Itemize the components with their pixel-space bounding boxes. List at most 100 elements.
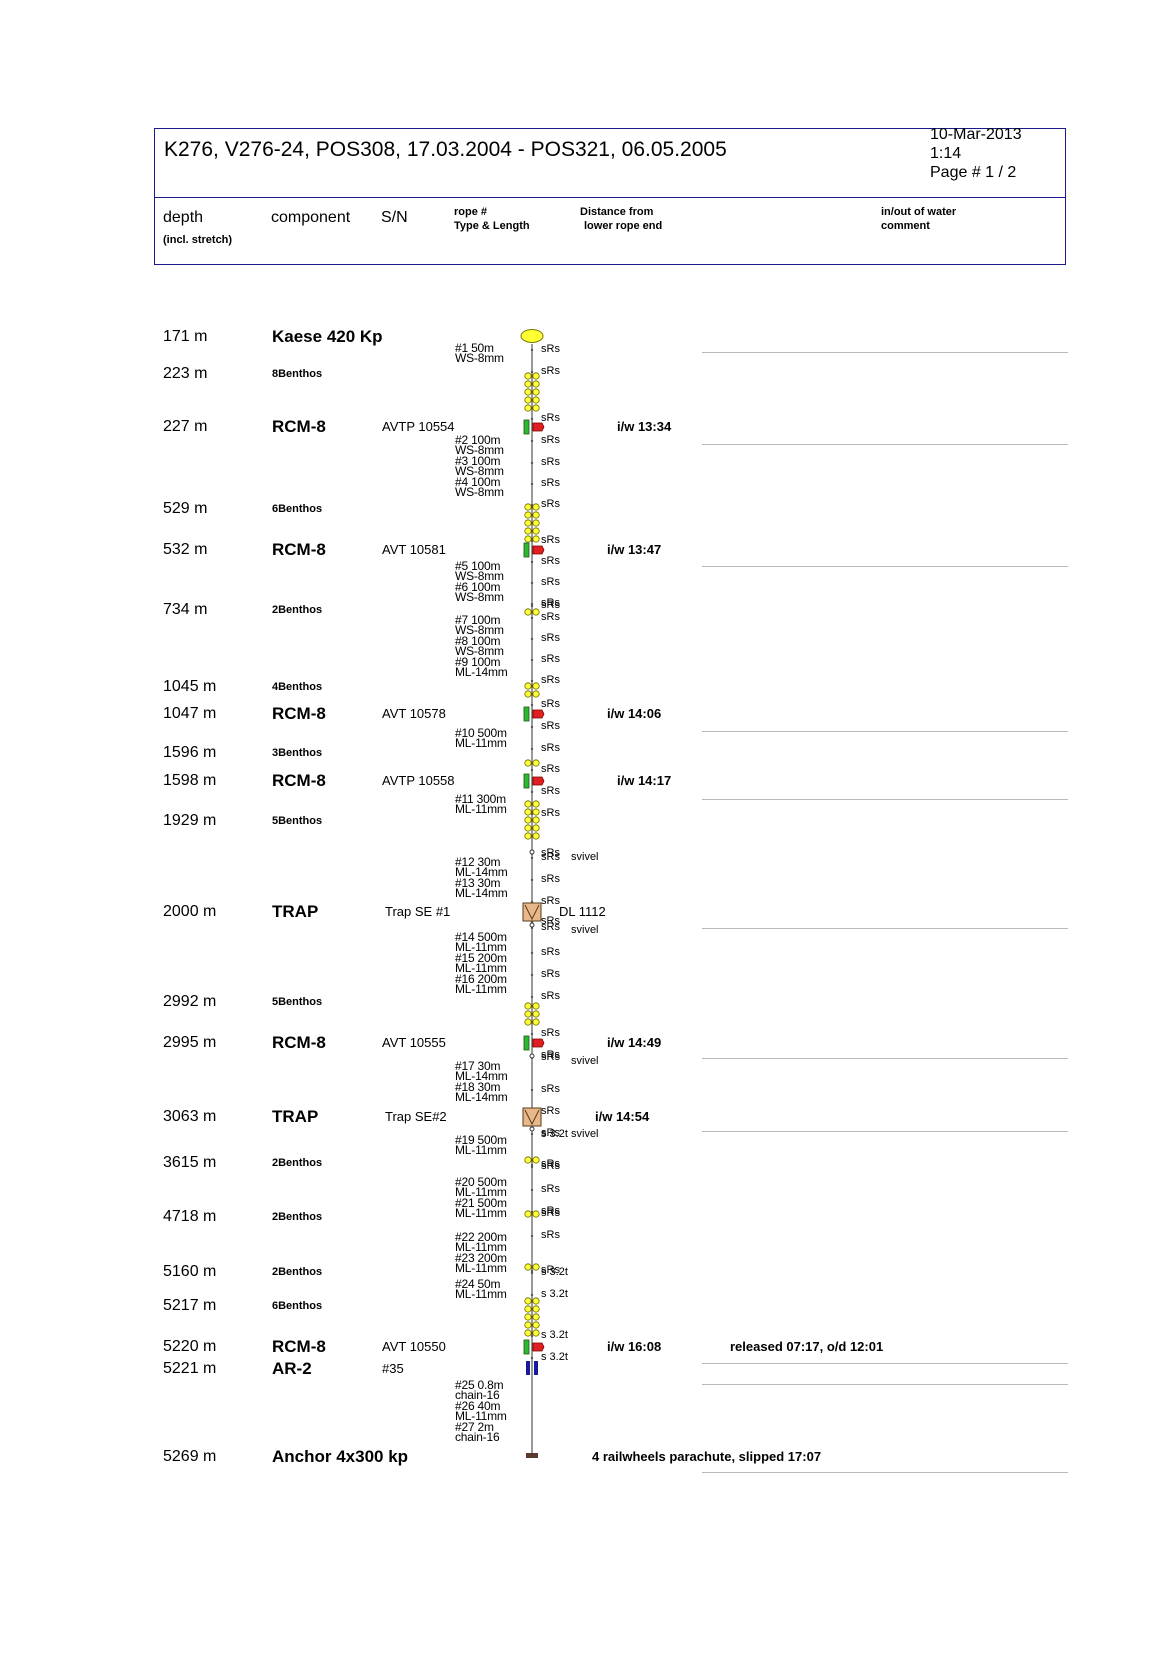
shackle-label: sRs xyxy=(541,1264,560,1276)
shackle-mark xyxy=(530,1334,534,1338)
benthos-float-icon xyxy=(532,1263,540,1271)
serial-number: AVT 10550 xyxy=(382,1339,446,1354)
anchor-icon xyxy=(526,1453,538,1458)
print-date: 10-Mar-2013 xyxy=(930,126,1022,143)
depth-value: 1598 m xyxy=(163,772,217,789)
rope-type: ML-14mm xyxy=(455,886,508,900)
benthos-float-icon xyxy=(532,503,540,511)
rope-number-length: #16 200m xyxy=(455,972,507,986)
shackle-label: s 3.2t xyxy=(541,1329,568,1341)
shackle-mark xyxy=(530,951,534,955)
mooring-title: K276, V276-24, POS308, 17.03.2004 - POS3… xyxy=(164,138,727,161)
benthos-float-icon xyxy=(524,1263,532,1271)
benthos-float-icon xyxy=(524,511,532,519)
depth-value: 1047 m xyxy=(163,705,217,722)
shackle-mark xyxy=(530,1212,534,1216)
depth-value: 3063 m xyxy=(163,1108,217,1125)
shackle-mark xyxy=(530,852,534,856)
col-rope-num: rope # xyxy=(454,206,488,218)
depth-value: 3615 m xyxy=(163,1154,217,1171)
inout-time: i/w 16:08 xyxy=(607,1339,662,1354)
rope-label: #13 30m ML-14mm xyxy=(455,877,508,900)
depth-value: 532 m xyxy=(163,541,208,558)
rope-type: ML-11mm xyxy=(455,1409,507,1423)
rcm-vane-icon xyxy=(532,776,545,786)
shackle-mark xyxy=(530,900,534,904)
shackle-label: sRs xyxy=(541,807,560,819)
rope-label: #25 0.8m chain-16 xyxy=(455,1379,504,1401)
shackle-label: sRs xyxy=(541,597,560,609)
shackle-label: sRs xyxy=(541,847,560,859)
shackle-label: sRs xyxy=(541,1051,560,1063)
depth-value: 1929 m xyxy=(163,812,217,829)
benthos-float-icon xyxy=(524,388,532,396)
rope-label: #3 100m WS-8mm xyxy=(455,455,504,477)
rope-label: #20 500m ML-11mm xyxy=(455,1176,507,1198)
shackle-mark xyxy=(530,703,534,707)
benthos-float-icon xyxy=(524,800,532,808)
shackle-mark xyxy=(530,1163,534,1167)
shackle-label: sRs xyxy=(541,1049,560,1061)
print-info: 10-Mar-2013 1:14 Page # 1 / 2 xyxy=(930,125,1022,182)
depth-value: 734 m xyxy=(163,601,208,618)
component-name: TRAP xyxy=(272,1107,319,1126)
rope-type: ML-11mm xyxy=(455,1143,507,1157)
header-box: K276, V276-24, POS308, 17.03.2004 - POS3… xyxy=(154,125,1066,265)
shackle-mark xyxy=(530,1110,534,1114)
col-depth-note: (incl. stretch) xyxy=(163,234,233,246)
depth-value: 2000 m xyxy=(163,903,217,920)
rope-type: ML-11mm xyxy=(455,1240,507,1254)
rope-type: ML-11mm xyxy=(455,1287,507,1301)
shackle-mark xyxy=(530,658,534,662)
trap-funnel-icon xyxy=(524,1109,540,1126)
shackle-label: sRs xyxy=(541,653,560,665)
rope-number-length: #6 100m xyxy=(455,580,501,594)
benthos-float-icon xyxy=(532,608,540,616)
shackle-mark xyxy=(530,482,534,486)
shackle-label: sRs xyxy=(541,1229,560,1241)
serial-number: Trap SE#2 xyxy=(385,1109,447,1124)
swivel-label: svivel xyxy=(571,1128,599,1140)
rope-label: #22 200m ML-11mm xyxy=(455,1231,507,1254)
benthos-float-icon xyxy=(524,1210,532,1218)
shackle-mark xyxy=(530,616,534,620)
release-icon xyxy=(526,1361,530,1375)
depth-value: 5160 m xyxy=(163,1263,217,1280)
serial-number: AVT 10581 xyxy=(382,542,446,557)
shackle-mark xyxy=(530,1210,534,1214)
rope-label: #24 50m ML-11mm xyxy=(455,1278,507,1301)
row-separator xyxy=(702,928,1068,929)
shackle-label: sRs xyxy=(541,576,560,588)
benthos-float-icon xyxy=(524,1010,532,1018)
shackle-label: sRs xyxy=(541,1207,560,1219)
benthos-float-icon xyxy=(524,380,532,388)
inout-time: i/w 14:17 xyxy=(617,773,672,788)
benthos-float-icon xyxy=(524,1329,532,1337)
shackle-label: sRs xyxy=(541,895,560,907)
depth-value: 1596 m xyxy=(163,744,217,761)
rope-type: ML-11mm xyxy=(455,1206,507,1220)
rope-label: #21 500m ML-11mm xyxy=(455,1197,507,1220)
shackle-mark xyxy=(530,1088,534,1092)
shackle-label: s 3.2t xyxy=(541,1288,568,1300)
shackle-mark xyxy=(530,973,534,977)
shackle-mark xyxy=(530,581,534,585)
row-separator xyxy=(702,566,1068,567)
row-comment: released 07:17, o/d 12:01 xyxy=(730,1339,884,1354)
benthos-float-icon xyxy=(532,519,540,527)
benthos-float-icon xyxy=(524,1018,532,1026)
shackle-label: sRs xyxy=(541,343,560,355)
benthos-float-icon xyxy=(532,832,540,840)
depth-value: 171 m xyxy=(163,328,208,345)
shackle-label: sRs xyxy=(541,1160,560,1172)
rope-number-length: #9 100m xyxy=(455,655,501,669)
col-component: component xyxy=(271,209,351,226)
rope-number-length: #23 200m xyxy=(455,1251,507,1265)
benthos-float-icon xyxy=(532,800,540,808)
rope-label: #18 30m ML-14mm xyxy=(455,1081,508,1103)
component-name: 6Benthos xyxy=(272,1300,323,1312)
trap-funnel-icon xyxy=(524,904,540,921)
row-separator xyxy=(702,1472,1068,1473)
shackle-mark xyxy=(530,768,534,772)
component-name: Anchor 4x300 kp xyxy=(272,1447,409,1466)
